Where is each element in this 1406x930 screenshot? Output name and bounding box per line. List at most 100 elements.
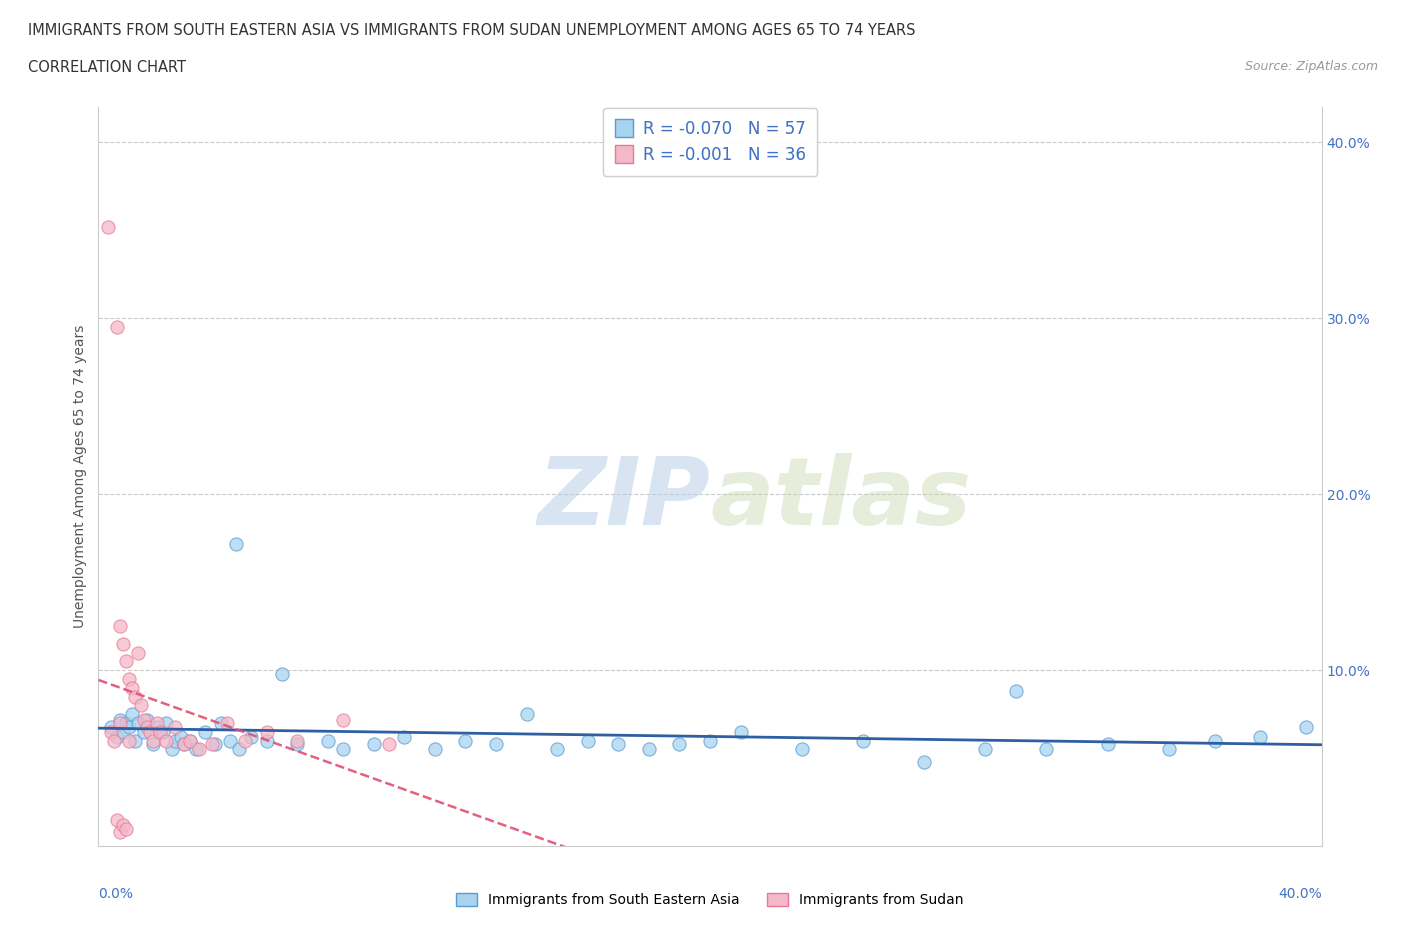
Point bbox=[607, 737, 630, 751]
Point bbox=[1157, 742, 1180, 757]
Point bbox=[111, 636, 134, 651]
Point bbox=[454, 733, 477, 748]
Point bbox=[332, 742, 354, 757]
Point bbox=[285, 737, 308, 751]
Point bbox=[127, 645, 149, 660]
Point bbox=[142, 733, 165, 748]
Point bbox=[134, 724, 156, 739]
Text: atlas: atlas bbox=[710, 453, 972, 545]
Point bbox=[270, 667, 292, 682]
Text: 0.0%: 0.0% bbox=[98, 887, 134, 901]
Point bbox=[105, 730, 128, 745]
Point bbox=[103, 733, 125, 748]
Point bbox=[209, 716, 232, 731]
Point bbox=[200, 737, 222, 751]
Point bbox=[142, 737, 165, 751]
Point bbox=[105, 320, 128, 335]
Point bbox=[186, 742, 208, 757]
Point bbox=[233, 733, 256, 748]
Point bbox=[163, 719, 186, 734]
Point bbox=[730, 724, 752, 739]
Point bbox=[115, 654, 138, 669]
Point bbox=[108, 712, 131, 727]
Point bbox=[1295, 719, 1317, 734]
Point bbox=[316, 733, 339, 748]
Point bbox=[111, 724, 134, 739]
Point bbox=[121, 707, 143, 722]
Point bbox=[204, 737, 226, 751]
Point bbox=[285, 733, 308, 748]
Point bbox=[115, 716, 138, 731]
Point bbox=[127, 716, 149, 731]
Point bbox=[160, 742, 183, 757]
Point bbox=[219, 733, 242, 748]
Text: 40.0%: 40.0% bbox=[1278, 887, 1322, 901]
Point bbox=[228, 742, 250, 757]
Point bbox=[1249, 730, 1271, 745]
Point bbox=[124, 733, 146, 748]
Point bbox=[516, 707, 538, 722]
Point bbox=[1097, 737, 1119, 751]
Point bbox=[637, 742, 661, 757]
Point bbox=[105, 813, 128, 828]
Point bbox=[111, 817, 134, 832]
Point bbox=[332, 712, 354, 727]
Point bbox=[912, 754, 935, 769]
Point bbox=[108, 716, 131, 731]
Text: IMMIGRANTS FROM SOUTH EASTERN ASIA VS IMMIGRANTS FROM SUDAN UNEMPLOYMENT AMONG A: IMMIGRANTS FROM SOUTH EASTERN ASIA VS IM… bbox=[28, 23, 915, 38]
Point bbox=[423, 742, 446, 757]
Point bbox=[363, 737, 385, 751]
Point bbox=[173, 737, 195, 751]
Point bbox=[155, 733, 177, 748]
Point bbox=[179, 733, 201, 748]
Point bbox=[136, 719, 159, 734]
Point bbox=[152, 724, 174, 739]
Point bbox=[188, 742, 211, 757]
Point bbox=[121, 681, 143, 696]
Point bbox=[129, 698, 152, 713]
Point bbox=[163, 733, 186, 748]
Point bbox=[256, 733, 278, 748]
Point bbox=[485, 737, 508, 751]
Point bbox=[974, 742, 997, 757]
Point bbox=[118, 671, 141, 686]
Text: ZIP: ZIP bbox=[537, 453, 710, 545]
Point bbox=[392, 730, 416, 745]
Point bbox=[145, 719, 167, 734]
Point bbox=[225, 536, 247, 551]
Point bbox=[97, 219, 120, 234]
Point bbox=[155, 716, 177, 731]
Point bbox=[170, 730, 193, 745]
Point bbox=[108, 825, 131, 840]
Point bbox=[173, 737, 195, 751]
Text: Source: ZipAtlas.com: Source: ZipAtlas.com bbox=[1244, 60, 1378, 73]
Point bbox=[546, 742, 568, 757]
Point bbox=[136, 712, 159, 727]
Point bbox=[790, 742, 813, 757]
Point bbox=[124, 689, 146, 704]
Text: CORRELATION CHART: CORRELATION CHART bbox=[28, 60, 186, 75]
Point bbox=[179, 733, 201, 748]
Point bbox=[100, 724, 122, 739]
Point bbox=[668, 737, 690, 751]
Point bbox=[1035, 742, 1057, 757]
Point bbox=[145, 716, 167, 731]
Point bbox=[118, 733, 141, 748]
Point bbox=[134, 712, 156, 727]
Y-axis label: Unemployment Among Ages 65 to 74 years: Unemployment Among Ages 65 to 74 years bbox=[73, 325, 87, 629]
Point bbox=[115, 821, 138, 836]
Point bbox=[118, 719, 141, 734]
Point bbox=[215, 716, 238, 731]
Point bbox=[699, 733, 721, 748]
Point bbox=[240, 730, 263, 745]
Point bbox=[108, 618, 131, 633]
Legend: R = -0.070   N = 57, R = -0.001   N = 36: R = -0.070 N = 57, R = -0.001 N = 36 bbox=[603, 108, 817, 176]
Point bbox=[149, 724, 172, 739]
Point bbox=[576, 733, 599, 748]
Point bbox=[852, 733, 875, 748]
Point bbox=[1204, 733, 1226, 748]
Point bbox=[1004, 684, 1026, 698]
Point bbox=[194, 724, 217, 739]
Point bbox=[139, 724, 162, 739]
Point bbox=[378, 737, 401, 751]
